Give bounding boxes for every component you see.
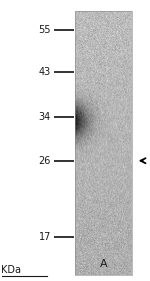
Bar [75, 11, 132, 275]
Text: A: A [100, 259, 107, 269]
Text: KDa: KDa [2, 265, 21, 275]
Text: 17: 17 [39, 232, 51, 243]
Text: 26: 26 [39, 156, 51, 166]
Text: 55: 55 [39, 25, 51, 35]
Text: 43: 43 [39, 67, 51, 77]
Text: 34: 34 [39, 112, 51, 122]
